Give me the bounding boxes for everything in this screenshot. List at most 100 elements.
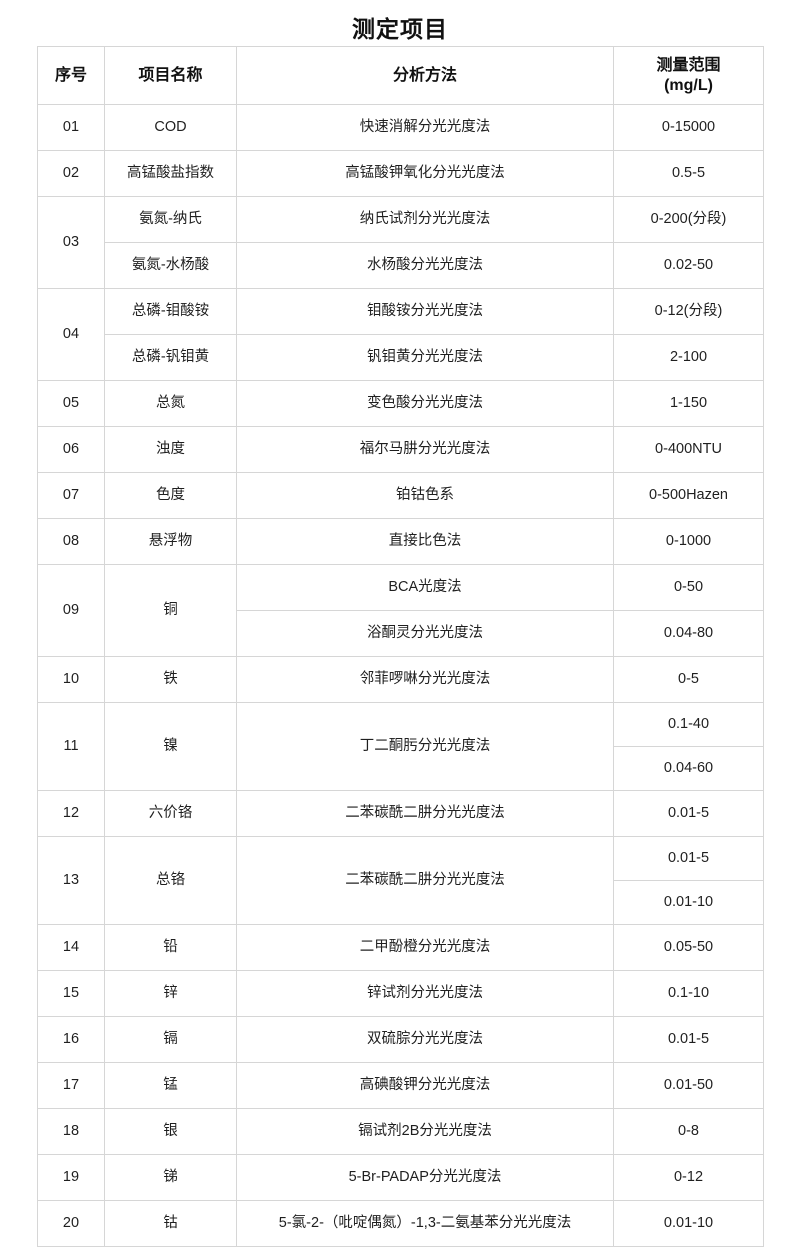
cell-index: 09 bbox=[37, 564, 105, 657]
cell-item-name: 浊度 bbox=[104, 426, 237, 473]
table-row: 07 色度 铂钴色系 0-500Hazen bbox=[37, 472, 764, 519]
page-title: 测定项目 bbox=[352, 16, 448, 42]
cell-item-name: 色度 bbox=[104, 472, 237, 519]
cell-index: 15 bbox=[37, 970, 105, 1017]
table-row: 0.01-10 bbox=[38, 880, 764, 925]
cell-analysis-method: 5-Br-PADAP分光光度法 bbox=[236, 1154, 614, 1201]
cell-index: 19 bbox=[37, 1154, 105, 1201]
cell-measurement-range: 0.1-10 bbox=[613, 970, 764, 1017]
table-row: 04 总磷-钼酸铵 钼酸铵分光光度法 0-12(分段) bbox=[37, 288, 764, 381]
cell-measurement-range: 0-400NTU bbox=[613, 426, 764, 473]
cell-item-name: 六价铬 bbox=[104, 790, 237, 837]
table-body: 01 COD 快速消解分光光度法 0-15000 02 高锰酸盐指数 高锰酸钾氧化分光光度法… bbox=[37, 104, 764, 1247]
table-container: 序号 项目名称 分析方法 测量范围 (mg/L) 01 COD 快速消解分光光度法 0… bbox=[37, 46, 764, 1247]
cell-measurement-range: 0.02-50 bbox=[613, 242, 764, 289]
cell-measurement-range: 0-500Hazen bbox=[613, 472, 764, 519]
cell-index: 10 bbox=[37, 656, 105, 703]
cell-measurement-range: 0-15000 bbox=[613, 104, 764, 151]
cell-index: 18 bbox=[37, 1108, 105, 1155]
table-row: 0.04-60 bbox=[38, 746, 764, 791]
cell-item-name: 镍 bbox=[104, 702, 237, 791]
table-row: 10 铁邻菲啰啉分光光度法 0-5 bbox=[37, 656, 764, 703]
cell-index: 17 bbox=[37, 1062, 105, 1109]
cell-item-name: 铅 bbox=[104, 924, 237, 971]
column-header-index: 序号 bbox=[37, 46, 105, 105]
table-row: 13 总铬 二苯碳酰二肼分光光度法 0.01-5 bbox=[37, 836, 764, 925]
cell-analysis-method: 变色酸分光光度法 bbox=[236, 380, 614, 427]
cell-measurement-range: 0-50 bbox=[613, 564, 764, 611]
table-row: 15 锌锌试剂分光光度法 0.1-10 bbox=[37, 970, 764, 1017]
cell-analysis-method: 二苯碳酰二肼分光光度法 bbox=[236, 836, 614, 925]
cell-item-name: 铁 bbox=[104, 656, 237, 703]
cell-measurement-range: 0-12(分段) bbox=[613, 288, 764, 335]
cell-item-name: 钴 bbox=[104, 1200, 237, 1247]
cell-item-name: 总氮 bbox=[104, 380, 237, 427]
cell-measurement-range: 0-200(分段) bbox=[613, 196, 764, 243]
table-row: 总磷-钒钼黄 钒钼黄分光光度法 2-100 bbox=[38, 334, 764, 381]
cell-analysis-method: 钼酸铵分光光度法 bbox=[236, 288, 614, 335]
table-row: 12 六价铬 二苯碳酰二肼分光光度法 0.01-5 bbox=[37, 790, 764, 837]
cell-index: 04 bbox=[37, 288, 105, 381]
cell-measurement-range: 1-150 bbox=[613, 380, 764, 427]
cell-index: 01 bbox=[37, 104, 105, 151]
cell-measurement-range: 0.01-5 bbox=[613, 836, 764, 881]
table-row: 09 铜 BCA光度法 0-50 bbox=[37, 564, 764, 657]
table-row: 14 铅二甲酚橙分光光度法 0.05-50 bbox=[37, 924, 764, 971]
cell-index: 05 bbox=[37, 380, 105, 427]
column-header-measurement-range: 测量范围 (mg/L) bbox=[613, 46, 764, 105]
cell-measurement-range: 0.04-80 bbox=[613, 610, 764, 657]
table-header-row: 序号 项目名称 分析方法 测量范围 (mg/L) bbox=[37, 46, 764, 105]
cell-item-name: 高锰酸盐指数 bbox=[104, 150, 237, 197]
cell-index: 06 bbox=[37, 426, 105, 473]
table-row: 05 总氮 变色酸分光光度法 1-150 bbox=[37, 380, 764, 427]
cell-item-name: 氨氮-纳氏 bbox=[104, 196, 237, 243]
cell-measurement-range: 0.01-5 bbox=[613, 1016, 764, 1063]
cell-index: 12 bbox=[37, 790, 105, 837]
cell-analysis-method: 高碘酸钾分光光度法 bbox=[236, 1062, 614, 1109]
cell-index: 08 bbox=[37, 518, 105, 565]
cell-index: 11 bbox=[37, 702, 105, 791]
cell-item-name: 镉 bbox=[104, 1016, 237, 1063]
cell-measurement-range: 0.5-5 bbox=[613, 150, 764, 197]
cell-item-name: 锌 bbox=[104, 970, 237, 1017]
cell-item-name: 总磷-钼酸铵 bbox=[104, 288, 237, 335]
cell-index: 07 bbox=[37, 472, 105, 519]
table-row: 02 高锰酸盐指数 高锰酸钾氧化分光光度法 0.5-5 bbox=[37, 150, 764, 197]
cell-index: 02 bbox=[37, 150, 105, 197]
cell-analysis-method: 丁二酮肟分光光度法 bbox=[236, 702, 614, 791]
cell-measurement-range: 0-12 bbox=[613, 1154, 764, 1201]
cell-analysis-method: 镉试剂2B分光光度法 bbox=[236, 1108, 614, 1155]
cell-analysis-method: BCA光度法 bbox=[236, 564, 614, 611]
measurement-items-table: 序号 项目名称 分析方法 测量范围 (mg/L) 01 COD 快速消解分光光度法 0… bbox=[37, 46, 764, 1247]
cell-analysis-method: 二甲酚橙分光光度法 bbox=[236, 924, 614, 971]
cell-measurement-range: 0.05-50 bbox=[613, 924, 764, 971]
table-row: 16 镉双硫腙分光光度法 0.01-5 bbox=[37, 1016, 764, 1063]
cell-analysis-method: 双硫腙分光光度法 bbox=[236, 1016, 614, 1063]
column-header-range-line1: 测量范围 bbox=[656, 56, 721, 74]
cell-measurement-range: 0.04-60 bbox=[613, 746, 764, 791]
cell-measurement-range: 0.01-50 bbox=[613, 1062, 764, 1109]
table-row: 11 镍丁二酮肟分光光度法 0.1-40 bbox=[37, 702, 764, 791]
table-row: 17 锰高碘酸钾分光光度法 0.01-50 bbox=[37, 1062, 764, 1109]
cell-item-name: 悬浮物 bbox=[104, 518, 237, 565]
cell-analysis-method: 直接比色法 bbox=[236, 518, 614, 565]
table-header: 序号 项目名称 分析方法 测量范围 (mg/L) bbox=[37, 46, 764, 105]
cell-index: 16 bbox=[37, 1016, 105, 1063]
cell-item-name: 银 bbox=[104, 1108, 237, 1155]
table-row: 浴酮灵分光光度法 0.04-80 bbox=[38, 610, 764, 657]
cell-measurement-range: 0-8 bbox=[613, 1108, 764, 1155]
table-row: 06 浊度 福尔马肼分光光度法 0-400NTU bbox=[37, 426, 764, 473]
table-row: 08 悬浮物 直接比色法 0-1000 bbox=[37, 518, 764, 565]
cell-analysis-method: 高锰酸钾氧化分光光度法 bbox=[236, 150, 614, 197]
cell-item-name: COD bbox=[104, 104, 237, 151]
cell-analysis-method: 水杨酸分光光度法 bbox=[236, 242, 614, 289]
cell-item-name: 氨氮-水杨酸 bbox=[104, 242, 237, 289]
cell-measurement-range: 2-100 bbox=[613, 334, 764, 381]
cell-analysis-method: 二苯碳酰二肼分光光度法 bbox=[236, 790, 614, 837]
column-header-analysis-method: 分析方法 bbox=[236, 46, 614, 105]
cell-measurement-range: 0-1000 bbox=[613, 518, 764, 565]
cell-item-name: 总磷-钒钼黄 bbox=[104, 334, 237, 381]
cell-index: 03 bbox=[37, 196, 105, 289]
table-row: 01 COD 快速消解分光光度法 0-15000 bbox=[37, 104, 764, 151]
cell-measurement-range: 0.01-10 bbox=[613, 880, 764, 925]
